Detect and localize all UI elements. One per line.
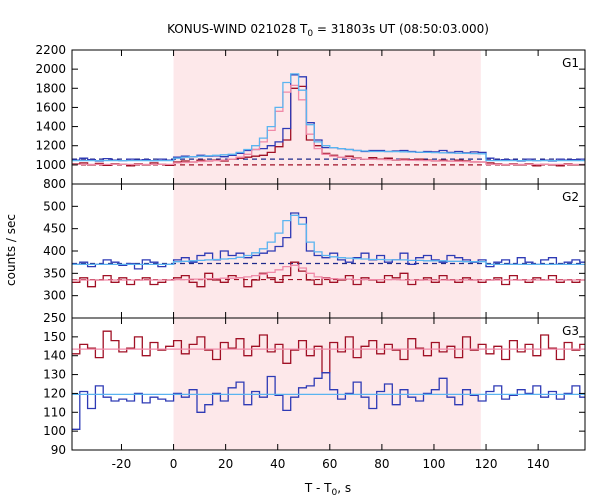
chart-title: KONUS-WIND 021028 T0 = 31803s UT (08:50:… (167, 22, 489, 39)
x-tick-label: -20 (112, 457, 132, 471)
x-axis-title-subscript: 0 (332, 488, 338, 498)
y-axis-title: counts / sec (4, 214, 18, 286)
shaded-interval (173, 184, 481, 318)
panel-frame (71, 317, 586, 451)
y-tick-label: 1400 (35, 120, 66, 134)
light-blue-model-line (72, 214, 585, 266)
panels-group: 8001000120014001600180020002200G12503003… (35, 43, 586, 471)
panel-plot-area (72, 73, 585, 167)
panel-label: G2 (562, 190, 579, 204)
panel-plot-area (72, 330, 585, 430)
x-axis-title-rest: , s (337, 481, 351, 495)
panel-g2: 250 300 350 400 450 500 G2 (43, 183, 586, 325)
panel-label: G1 (562, 56, 579, 70)
y-tick-label: 2200 (35, 43, 66, 57)
chart-title-main: KONUS-WIND 021028 T (167, 22, 308, 36)
panel-plot-area (72, 212, 585, 288)
blue-series-line (72, 372, 585, 430)
y-tick-label: 1200 (35, 139, 66, 153)
y-tick-label: 140 (43, 349, 66, 363)
chart-title-rest: = 31803s UT (08:50:03.000) (313, 22, 489, 36)
x-axis-title: T - T0, s (304, 481, 351, 498)
y-tick-label: 110 (43, 405, 66, 419)
y-tick-label: 400 (43, 244, 66, 258)
x-tick-label: 0 (170, 457, 178, 471)
y-tick-label: 300 (43, 289, 66, 303)
red-series-line (72, 261, 585, 288)
panel-label: G3 (562, 324, 579, 338)
x-tick-label: 40 (270, 457, 285, 471)
y-tick-label: 2000 (35, 62, 66, 76)
chart-title-subscript: 0 (307, 29, 313, 39)
blue-series-line (72, 74, 585, 162)
y-tick-label: 120 (43, 386, 66, 400)
y-tick-label: 450 (43, 222, 66, 236)
shaded-interval (173, 318, 481, 450)
y-tick-label: 350 (43, 266, 66, 280)
y-tick-label: 150 (43, 330, 66, 344)
x-axis-title-main: T - T (304, 481, 332, 495)
y-tick-label: 800 (43, 177, 66, 191)
x-tick-label: 60 (322, 457, 337, 471)
x-tick-label: 80 (374, 457, 389, 471)
y-tick-label: 250 (43, 311, 66, 325)
x-tick-label: 20 (218, 457, 233, 471)
y-tick-label: 1000 (35, 158, 66, 172)
pink-model-line (72, 84, 585, 166)
x-tick-label: 100 (423, 457, 446, 471)
y-tick-label: 90 (51, 443, 66, 457)
y-tick-label: 130 (43, 368, 66, 382)
panel-g3: 90 100 110 120 130 140 150 -20 0 20 40 60 80 100 120 14… (43, 317, 586, 471)
shaded-interval (173, 50, 481, 184)
y-tick-label: 1600 (35, 100, 66, 114)
panel-g1: 800 1000 1200 1400 1600 1800 2000 2200 G1 (35, 43, 586, 191)
pink-model-line (72, 264, 585, 281)
y-tick-label: 1800 (35, 81, 66, 95)
y-tick-label: 500 (43, 199, 66, 213)
y-tick-label: 100 (43, 424, 66, 438)
light-blue-model-line (72, 73, 585, 162)
x-tick-label: 120 (475, 457, 498, 471)
x-tick-label: 140 (527, 457, 550, 471)
